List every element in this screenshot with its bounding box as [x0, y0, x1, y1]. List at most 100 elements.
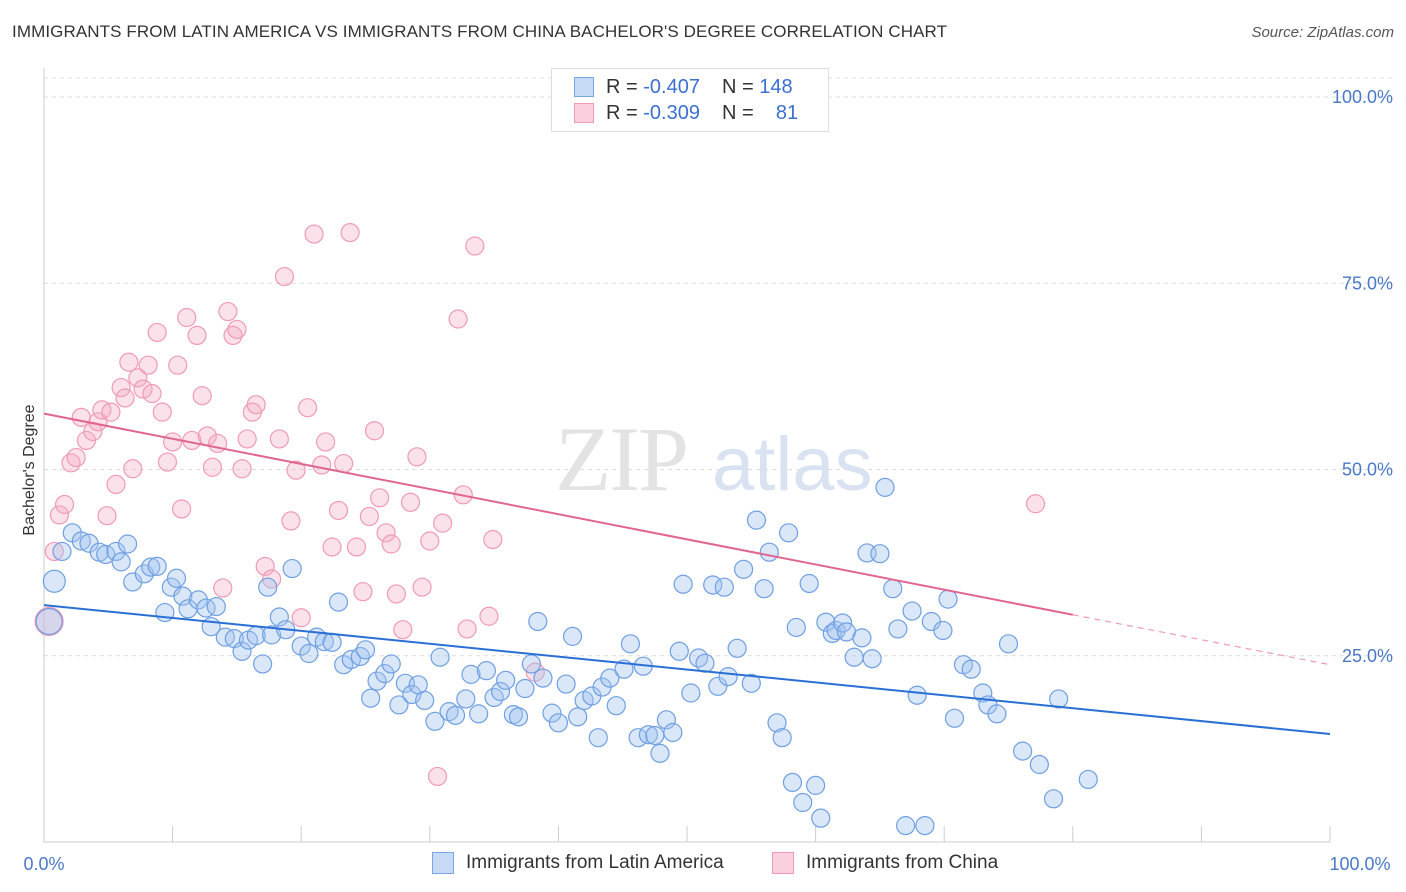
series-latin-america [35, 477, 1098, 836]
data-point-latin-america [496, 670, 516, 690]
data-point-china [381, 534, 401, 554]
data-point-china [61, 453, 81, 473]
data-point-latin-america [746, 510, 767, 530]
data-point-latin-america [490, 681, 511, 702]
data-point-latin-america [638, 725, 659, 745]
data-point-china [213, 578, 233, 598]
data-point-latin-america [52, 541, 72, 562]
data-point-china [312, 455, 332, 475]
data-point-china [433, 513, 453, 533]
data-point-china [427, 766, 448, 787]
data-point-china [483, 529, 503, 550]
data-point-latin-america [542, 703, 562, 723]
bottom-legend-label: Immigrants from China [806, 852, 999, 873]
data-point-china [328, 500, 349, 521]
data-point-latin-america [733, 559, 754, 579]
data-point-latin-america [232, 641, 252, 661]
data-point-china [346, 537, 367, 557]
data-point-latin-america [681, 683, 701, 703]
data-point-latin-america [367, 671, 387, 691]
data-point-china [232, 459, 252, 479]
data-point-latin-america [1078, 769, 1098, 790]
data-point-latin-america [173, 586, 193, 606]
data-point-china [142, 383, 162, 404]
data-point-latin-america [606, 696, 626, 716]
data-point-china [119, 352, 139, 372]
data-point-latin-america [673, 574, 693, 594]
data-point-latin-america [870, 544, 890, 564]
y-tick-label: 50.0% [1342, 460, 1393, 480]
legend-r-value: -0.309 [643, 101, 700, 124]
data-point-china [168, 355, 188, 375]
y-tick-label: 75.0% [1342, 273, 1393, 293]
data-point-latin-america [902, 601, 922, 621]
data-point-china [407, 447, 427, 467]
watermark-zip: ZIP [555, 408, 687, 510]
data-point-china [218, 301, 238, 322]
data-point-china [316, 432, 336, 452]
data-point-china [49, 505, 70, 525]
data-point-latin-america [741, 673, 761, 693]
legend-row-china: R = -0.309 N = 81 [574, 100, 798, 126]
data-point-latin-america [862, 649, 882, 669]
data-point-china [172, 499, 192, 519]
data-point-latin-america [782, 772, 803, 793]
data-point-china [1025, 494, 1046, 514]
data-point-latin-america [883, 579, 903, 599]
data-point-latin-america [415, 690, 435, 711]
data-point-latin-america [663, 722, 683, 743]
data-point-latin-america [35, 607, 63, 636]
data-point-latin-america [973, 683, 993, 703]
data-point-latin-america [361, 688, 381, 708]
data-point-china [291, 608, 311, 628]
data-point-latin-america [645, 725, 665, 746]
legend-n-value: 81 [775, 101, 799, 124]
data-point-latin-america [875, 477, 895, 497]
data-point-latin-america [1013, 741, 1033, 761]
data-point-latin-america [1029, 754, 1049, 775]
data-point-china [400, 492, 421, 512]
data-point-china [286, 460, 306, 480]
data-point-china [202, 457, 223, 477]
bottom-legend-latin-america: Immigrants from Latin America [432, 852, 724, 874]
data-point-china [54, 494, 75, 515]
data-point-latin-america [262, 625, 282, 645]
data-point-latin-america [708, 676, 728, 696]
data-point-china [163, 432, 183, 452]
data-point-latin-america [688, 648, 709, 668]
data-point-latin-america [944, 708, 965, 728]
data-point-latin-america [852, 628, 872, 648]
data-point-china [457, 619, 477, 639]
legend-n-label: N = [721, 75, 754, 98]
data-point-latin-america [695, 653, 715, 673]
data-point-latin-america [727, 638, 747, 658]
data-point-china [106, 474, 126, 494]
legend-swatch-blue [574, 77, 594, 97]
data-point-china [101, 402, 121, 422]
data-point-latin-america [811, 808, 831, 828]
data-point-china [157, 452, 178, 472]
bottom-legend-china: Immigrants from China [772, 852, 998, 874]
data-point-latin-america [528, 611, 548, 632]
data-point-latin-america [896, 816, 916, 836]
data-point-latin-america [117, 534, 138, 554]
data-point-latin-america [253, 654, 273, 674]
trend-line-china [43, 412, 1073, 616]
data-point-china [465, 236, 485, 256]
data-point-china [364, 421, 385, 441]
data-point-china [138, 355, 158, 375]
legend-swatch-pink [574, 103, 594, 123]
data-point-china [115, 388, 135, 408]
data-point-latin-america [282, 558, 302, 579]
data-point-latin-america [907, 685, 927, 705]
data-point-latin-america [620, 634, 641, 654]
data-point-latin-america [915, 816, 935, 836]
data-point-latin-america [998, 634, 1019, 654]
chart-title: IMMIGRANTS FROM LATIN AMERICA VS IMMIGRA… [12, 22, 948, 41]
watermark-atlas: atlas [712, 422, 873, 507]
data-point-latin-america [469, 704, 489, 724]
data-point-latin-america [799, 573, 819, 594]
data-point-latin-america [650, 743, 670, 763]
data-point-latin-america [600, 668, 620, 688]
